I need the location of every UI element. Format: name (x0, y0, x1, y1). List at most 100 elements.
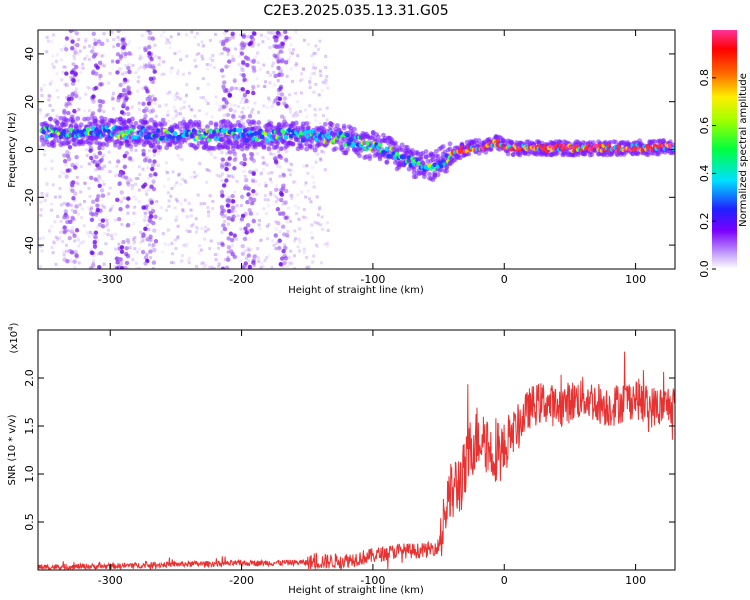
noise-pixel (251, 108, 255, 112)
noise-pixel (309, 231, 313, 235)
noise-column-pixel (251, 260, 256, 265)
noise-pixel (312, 90, 316, 94)
noise-column-pixel (240, 87, 245, 92)
noise-pixel (180, 158, 184, 162)
noise-pixel (63, 201, 67, 205)
ridge-halo-pixel (124, 125, 130, 131)
noise-pixel (195, 173, 199, 177)
noise-pixel (296, 53, 300, 57)
noise-column-pixel (224, 64, 229, 69)
ridge-halo-pixel (58, 115, 64, 121)
noise-pixel (239, 203, 243, 207)
noise-pixel (115, 36, 119, 40)
noise-pixel (294, 30, 298, 34)
noise-pixel (130, 187, 134, 191)
noise-pixel (108, 160, 112, 164)
noise-pixel (132, 236, 136, 240)
noise-pixel (300, 190, 304, 194)
ridge-halo-pixel (56, 138, 62, 144)
noise-pixel (137, 200, 141, 204)
noise-column-pixel (242, 185, 248, 191)
noise-pixel (303, 183, 307, 187)
noise-pixel (56, 215, 60, 219)
noise-column-pixel (70, 180, 76, 185)
noise-pixel (145, 252, 149, 256)
noise-pixel (98, 162, 102, 166)
noise-pixel (294, 61, 298, 65)
noise-pixel (138, 54, 142, 58)
noise-pixel (137, 46, 141, 50)
noise-column-pixel (251, 158, 257, 163)
noise-column-pixel (88, 211, 94, 216)
ridge-halo-pixel (153, 123, 159, 129)
noise-column-pixel (93, 234, 98, 240)
noise-pixel (269, 31, 273, 35)
noise-pixel (284, 150, 288, 154)
noise-column-pixel (150, 163, 156, 168)
noise-pixel (197, 52, 201, 56)
ridge-halo-pixel (278, 146, 284, 152)
noise-pixel (282, 101, 286, 105)
noise-column-pixel (118, 82, 123, 88)
noise-column-pixel (230, 208, 235, 214)
noise-pixel (134, 182, 138, 186)
noise-pixel (274, 247, 278, 251)
noise-column-pixel (147, 158, 153, 163)
noise-pixel (173, 94, 177, 98)
noise-pixel (213, 253, 217, 257)
noise-pixel (64, 96, 68, 100)
noise-column-pixel (123, 265, 128, 269)
noise-pixel (229, 202, 233, 206)
noise-pixel (48, 121, 52, 125)
noise-column-pixel (142, 108, 147, 114)
noise-column-pixel (65, 168, 70, 173)
noise-pixel (148, 149, 152, 153)
ridge-core-pixel (172, 131, 178, 136)
noise-column-pixel (69, 181, 75, 187)
noise-column-pixel (126, 111, 131, 117)
noise-pixel (81, 66, 85, 70)
noise-pixel (97, 174, 101, 178)
noise-column-pixel (152, 159, 157, 164)
noise-pixel (255, 212, 259, 216)
noise-column-pixel (93, 212, 98, 217)
noise-pixel (166, 38, 170, 42)
noise-pixel (162, 30, 166, 34)
noise-pixel (55, 89, 59, 93)
noise-pixel (157, 149, 161, 153)
noise-pixel (78, 65, 82, 69)
noise-column-pixel (118, 206, 123, 212)
noise-pixel (88, 163, 92, 167)
snr-x-tick-label: -200 (229, 574, 254, 587)
noise-pixel (70, 36, 74, 40)
noise-column-pixel (99, 157, 104, 163)
noise-pixel (206, 210, 210, 214)
ridge-halo-pixel (227, 138, 233, 144)
noise-column-pixel (91, 69, 96, 74)
noise-pixel (51, 251, 55, 255)
noise-pixel (264, 183, 268, 187)
noise-column-pixel (273, 38, 279, 43)
noise-pixel (45, 183, 49, 187)
noise-pixel (124, 80, 128, 84)
noise-pixel (98, 77, 102, 81)
noise-pixel (213, 156, 217, 160)
noise-pixel (195, 227, 199, 231)
noise-pixel (146, 208, 150, 212)
noise-column-pixel (153, 171, 158, 177)
noise-pixel (189, 214, 193, 218)
noise-pixel (235, 180, 239, 184)
ridge-halo-pixel (517, 152, 523, 158)
noise-pixel (88, 44, 92, 48)
noise-pixel (127, 267, 131, 269)
noise-pixel (147, 61, 151, 65)
noise-pixel (241, 122, 245, 126)
ridge-core-pixel (457, 149, 463, 154)
noise-column-pixel (152, 96, 158, 102)
noise-pixel (185, 33, 189, 37)
ridge-halo-pixel (488, 147, 494, 152)
colorbar-ticks: 0.00.20.40.60.8 (698, 69, 716, 278)
noise-column-pixel (92, 244, 98, 249)
noise-pixel (95, 52, 99, 56)
